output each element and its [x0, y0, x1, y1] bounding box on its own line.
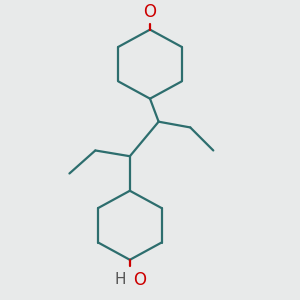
Text: O: O	[134, 271, 146, 289]
Text: H: H	[114, 272, 125, 287]
Text: O: O	[143, 3, 157, 21]
